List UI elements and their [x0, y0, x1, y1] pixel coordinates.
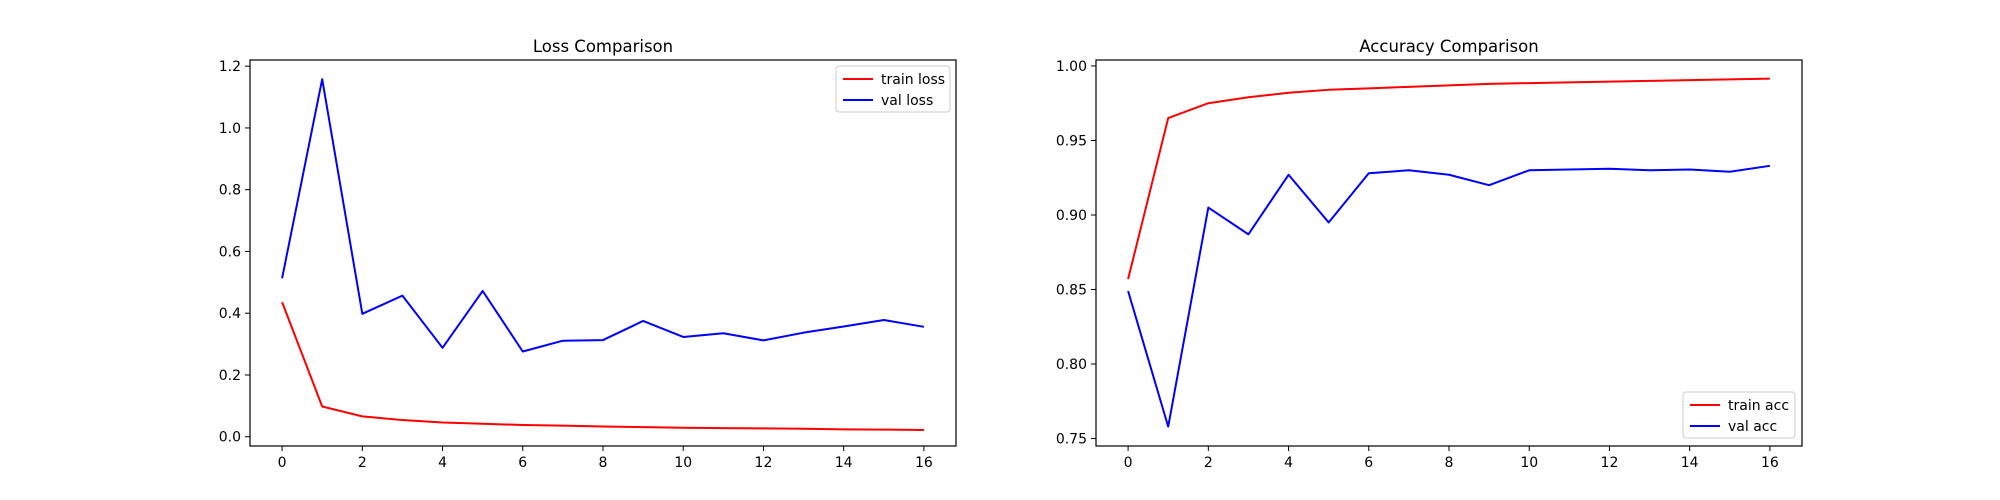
chart-loss: Loss Comparison 0 2 4 6 8 10 12 14 16 0.0 0.2 0.4 0.6…: [219, 37, 957, 471]
series-line-val-loss: [281, 78, 925, 353]
x-tick-label: 2: [1204, 455, 1213, 471]
y-tick-label: 1.0: [219, 121, 241, 137]
x-tick-label: 10: [1520, 455, 1538, 471]
y-tick-label: 0.80: [1056, 357, 1087, 373]
y-tick-label: 0.2: [219, 368, 241, 384]
x-tick-label: 6: [518, 455, 527, 471]
x-tick-label: 14: [1681, 455, 1699, 471]
x-tick-label: 14: [835, 455, 853, 471]
legend-label: val loss: [881, 93, 933, 109]
legend: train loss val loss: [835, 65, 951, 113]
x-tick-label: 0: [1124, 455, 1133, 471]
series-line-train-acc: [1127, 77, 1770, 280]
y-tick-label: 0.8: [219, 183, 241, 199]
chart-title: Loss Comparison: [533, 37, 673, 56]
series-line-val-acc: [1127, 164, 1771, 428]
y-tick-label: 0.4: [219, 306, 241, 322]
x-tick-label: 16: [915, 455, 933, 471]
legend-label: train acc: [1728, 398, 1789, 414]
y-tick-label: 0.6: [219, 244, 241, 260]
series-line-train-loss: [281, 301, 924, 431]
y-tick-label: 0.95: [1056, 133, 1087, 149]
y-tick-label: 0.75: [1056, 432, 1087, 448]
y-tick-label: 1.2: [219, 59, 241, 75]
x-tick-label: 12: [1601, 455, 1619, 471]
x-tick-label: 4: [438, 455, 447, 471]
y-tick-label: 0.0: [219, 430, 241, 446]
x-tick-label: 0: [278, 455, 287, 471]
y-tick-label: 0.90: [1056, 208, 1087, 224]
x-tick-label: 4: [1284, 455, 1293, 471]
legend-label: val acc: [1728, 419, 1777, 435]
x-tick-label: 2: [358, 455, 367, 471]
x-tick-label: 8: [1445, 455, 1454, 471]
x-tick-label: 6: [1364, 455, 1373, 471]
x-tick-label: 16: [1761, 455, 1779, 471]
axes-frame: [249, 59, 957, 447]
y-tick-label: 1.00: [1056, 59, 1087, 75]
axes-frame: [1095, 59, 1803, 447]
x-tick-label: 8: [599, 455, 608, 471]
chart-title: Accuracy Comparison: [1359, 37, 1538, 56]
x-tick-label: 12: [755, 455, 773, 471]
y-tick-label: 0.85: [1056, 283, 1087, 299]
x-tick-label: 10: [674, 455, 692, 471]
legend: train acc val acc: [1682, 391, 1796, 439]
legend-label: train loss: [881, 72, 945, 88]
chart-accuracy: Accuracy Comparison 0 2 4 6 8 10 12 14 16 0.75 0.80…: [1056, 37, 1803, 471]
